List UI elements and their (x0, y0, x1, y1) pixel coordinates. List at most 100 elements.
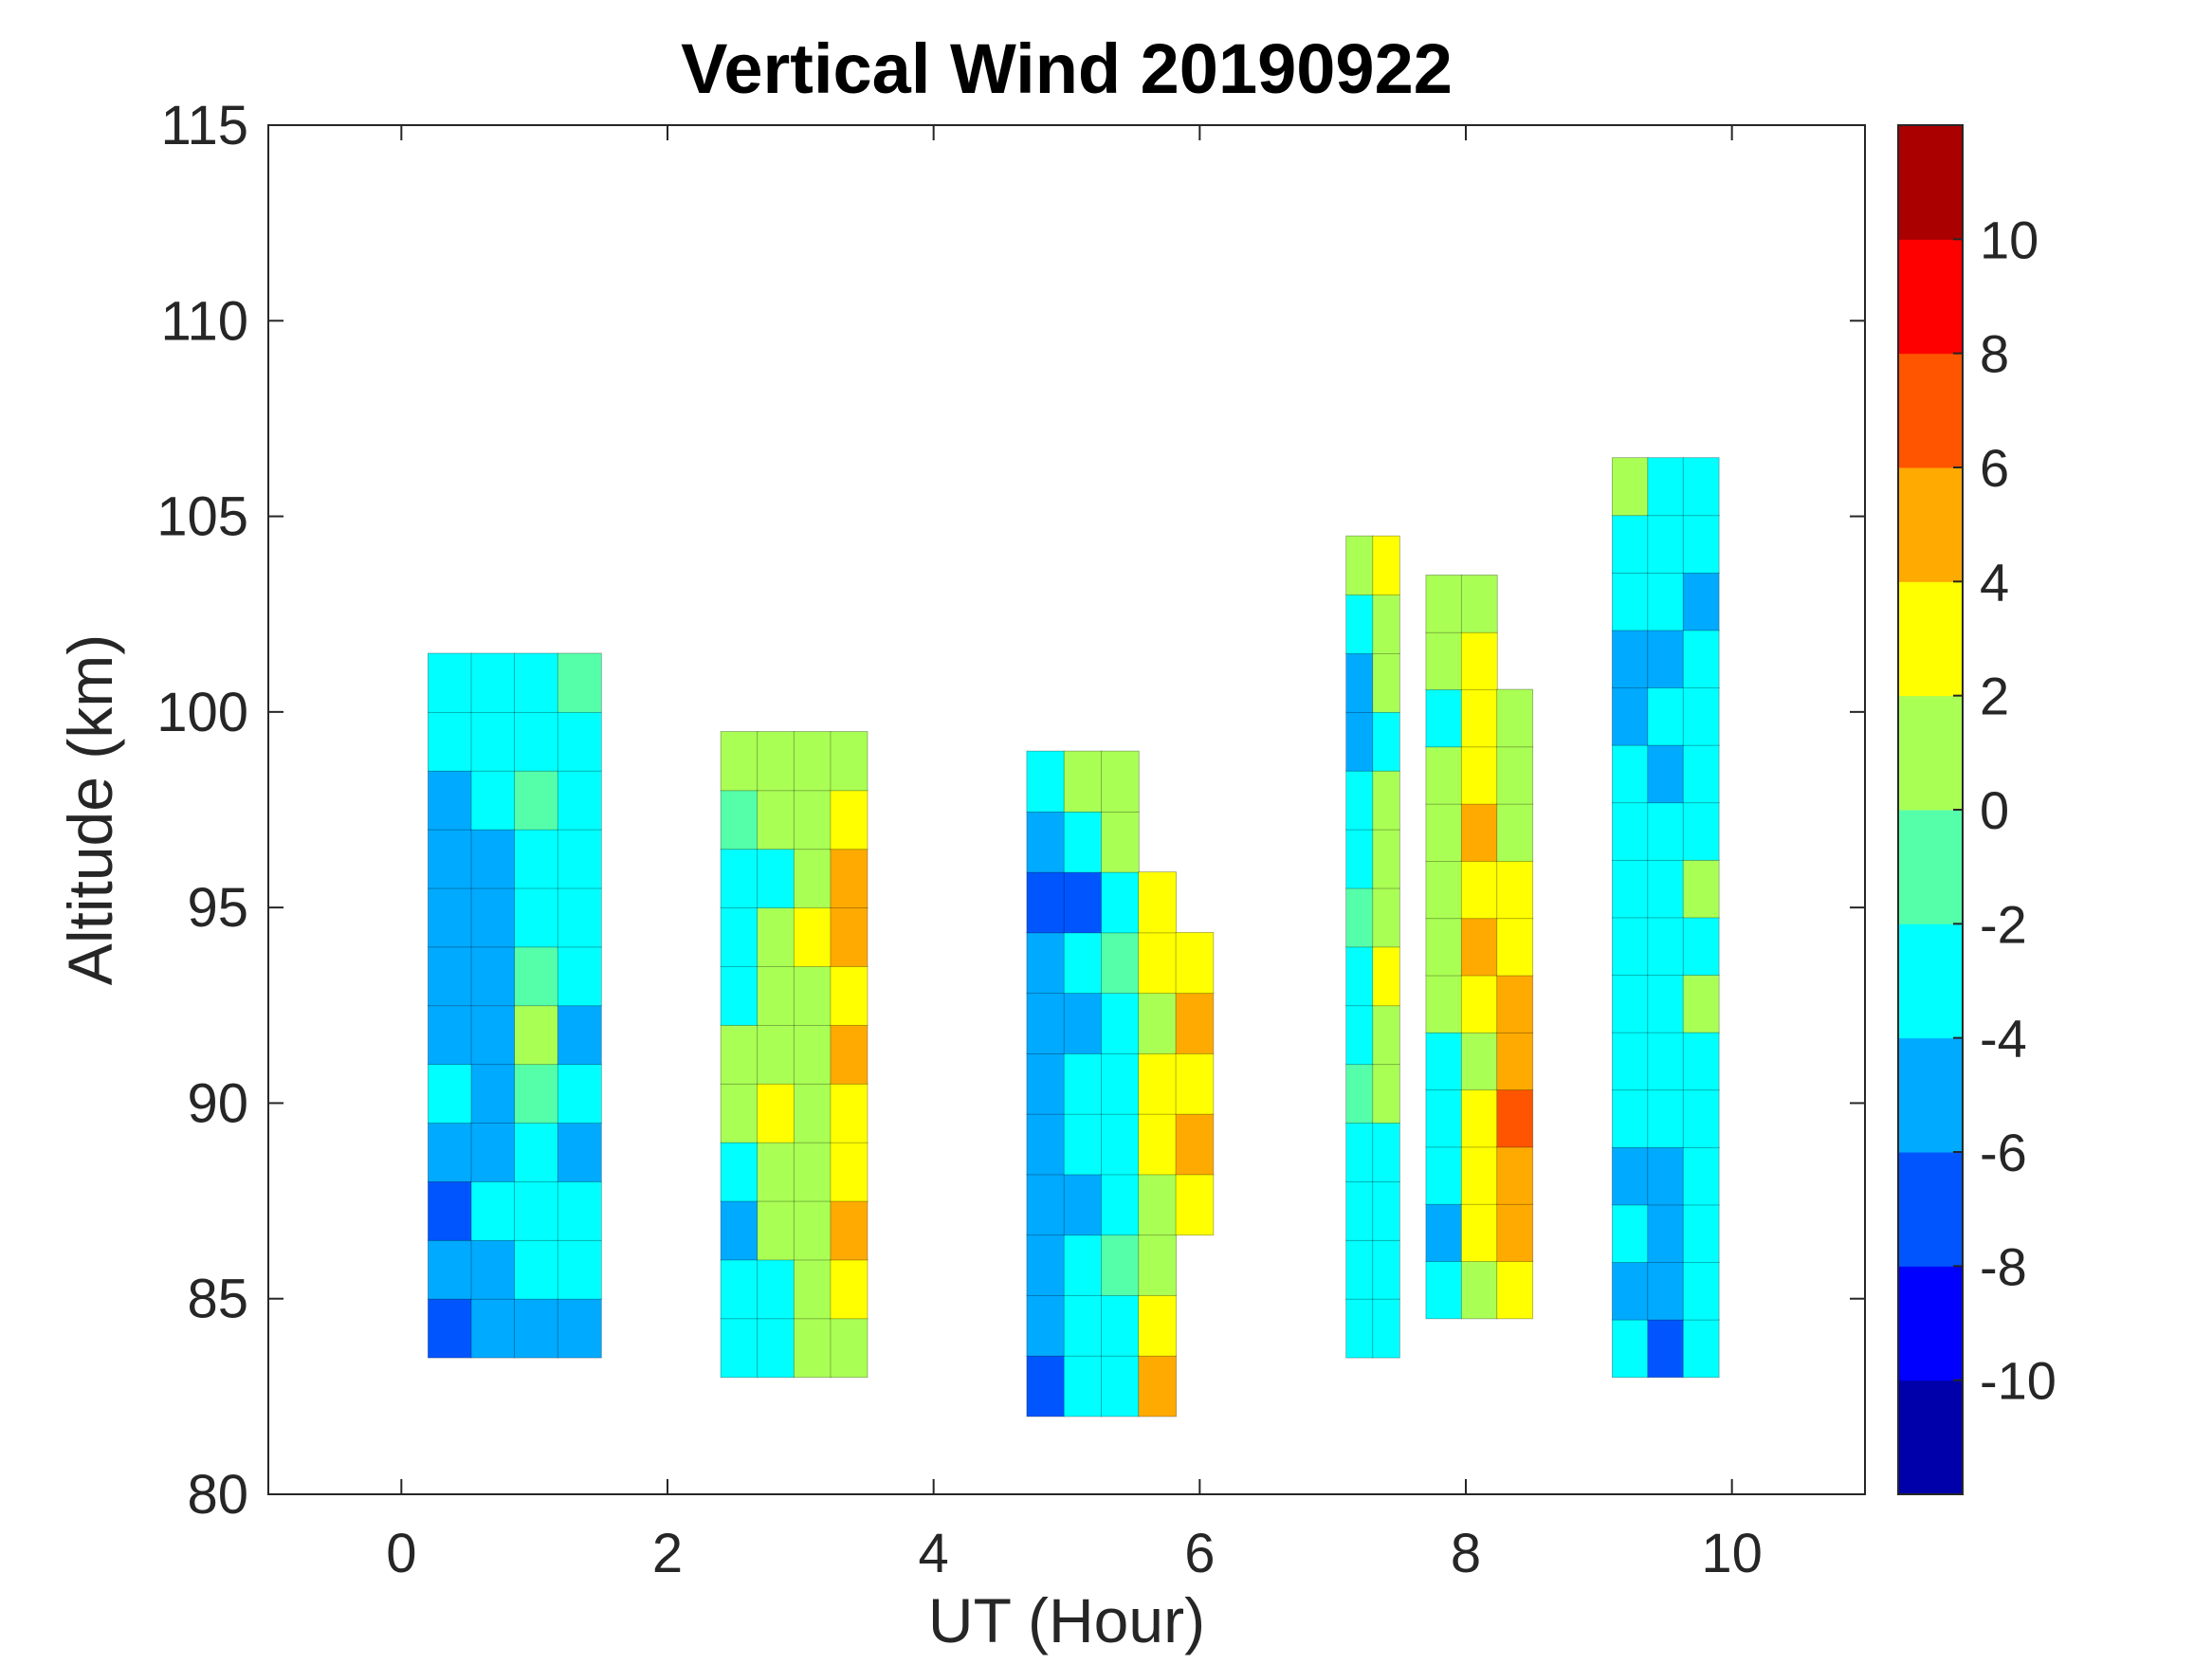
contour-cell (514, 652, 559, 713)
contour-cell (1026, 1294, 1066, 1357)
contour-cell (830, 848, 868, 909)
contour-cell (470, 829, 516, 889)
contour-cell (830, 1317, 868, 1379)
contour-cell (793, 731, 832, 792)
contour-cell (720, 1142, 759, 1202)
contour-cell (1647, 917, 1685, 976)
contour-cell (1425, 860, 1463, 920)
colorbar-tick-label: 8 (1980, 324, 2009, 384)
colorbar-tick-label: 2 (1980, 667, 2009, 726)
contour-cell (1026, 750, 1066, 813)
contour-cell (793, 906, 832, 967)
swath-6 (1611, 457, 1720, 1379)
swath-1 (427, 652, 602, 1359)
contour-cell (1345, 1122, 1374, 1182)
contour-cell (1682, 974, 1720, 1033)
contour-cell (793, 1083, 832, 1143)
y-tick-label: 90 (187, 1072, 248, 1134)
contour-cell (1138, 1294, 1177, 1357)
contour-cell (720, 1259, 759, 1320)
contour-cell (1425, 1146, 1463, 1205)
contour-cell (1138, 1052, 1177, 1115)
contour-cell (1611, 1032, 1649, 1091)
contour-cell (1647, 1261, 1685, 1321)
contour-cell (1425, 745, 1463, 805)
y-tick-label: 110 (161, 290, 248, 352)
contour-cell (427, 1239, 472, 1300)
contour-cell (1101, 750, 1140, 813)
contour-cell (1372, 829, 1400, 889)
contour-cell (1460, 803, 1498, 862)
contour-cell (1425, 575, 1463, 633)
contour-cell (1460, 745, 1498, 805)
contour-cell (1425, 1260, 1463, 1320)
contour-cell (1063, 1113, 1103, 1176)
contour-cell (1460, 631, 1498, 690)
contour-cell (1682, 1204, 1720, 1263)
contour-cell (1460, 1260, 1498, 1320)
contour-cell (1138, 1355, 1177, 1417)
contour-cell (1496, 1260, 1534, 1320)
contour-cell (427, 1122, 472, 1182)
contour-cell (757, 1083, 795, 1143)
contour-cell (557, 1122, 602, 1182)
contour-cell (1101, 811, 1140, 873)
contour-cell (1647, 744, 1685, 804)
colorbar-tick-label: 6 (1980, 438, 2009, 498)
contour-cell (514, 946, 559, 1007)
contour-cell (1063, 931, 1103, 995)
contour-cell (1647, 1032, 1685, 1091)
contour-cell (557, 1063, 602, 1124)
contour-cell (427, 946, 472, 1007)
colorbar-swatch (1898, 1152, 1963, 1267)
contour-cell (720, 1200, 759, 1261)
colorbar-tick-label: 0 (1980, 780, 2009, 840)
contour-cell (1345, 946, 1374, 1007)
contour-cell (1647, 457, 1685, 517)
contour-cell (470, 711, 516, 772)
contour-cell (793, 1024, 832, 1085)
colorbar-swatch (1898, 1266, 1963, 1381)
contour-cell (793, 789, 832, 850)
contour-cell (830, 1142, 868, 1202)
contour-cell (1101, 1052, 1140, 1115)
contour-cell (427, 1298, 472, 1359)
contour-cell (557, 770, 602, 831)
contour-cell (830, 789, 868, 850)
contour-cell (470, 887, 516, 948)
contour-cell (1063, 992, 1103, 1054)
contour-cell (514, 1122, 559, 1182)
contour-cell (1026, 1174, 1066, 1236)
contour-cell (470, 1298, 516, 1359)
contour-cell (757, 789, 795, 850)
contour-cell (1647, 1204, 1685, 1263)
contour-cell (1460, 688, 1498, 748)
contour-cell (1101, 1355, 1140, 1417)
contour-cell (1372, 946, 1400, 1007)
contour-cell (1647, 859, 1685, 919)
contour-cell (1345, 711, 1374, 772)
swath-5 (1425, 575, 1534, 1320)
contour-cell (1460, 575, 1498, 633)
contour-cell (1647, 1088, 1685, 1148)
contour-cell (1425, 975, 1463, 1033)
contour-cell (1496, 975, 1534, 1033)
colorbar-swatch (1898, 581, 1963, 697)
contour-cell (1682, 514, 1720, 574)
contour-cell (1372, 1122, 1400, 1182)
contour-cell (1460, 1088, 1498, 1148)
contour-cell (1372, 887, 1400, 948)
contour-cell (514, 711, 559, 772)
contour-cell (470, 1180, 516, 1241)
contour-cell (1460, 1146, 1498, 1205)
contour-cell (1647, 572, 1685, 631)
contour-cell (1063, 1294, 1103, 1357)
x-tick-label: 0 (386, 1523, 416, 1584)
contour-cell (1611, 514, 1649, 574)
contour-cell (1611, 1261, 1649, 1321)
contour-cell (1175, 1174, 1215, 1236)
contour-cell (1101, 1294, 1140, 1357)
colorbar-swatch (1898, 467, 1963, 582)
x-tick-label: 10 (1701, 1523, 1763, 1584)
colorbar-swatch (1898, 353, 1963, 468)
